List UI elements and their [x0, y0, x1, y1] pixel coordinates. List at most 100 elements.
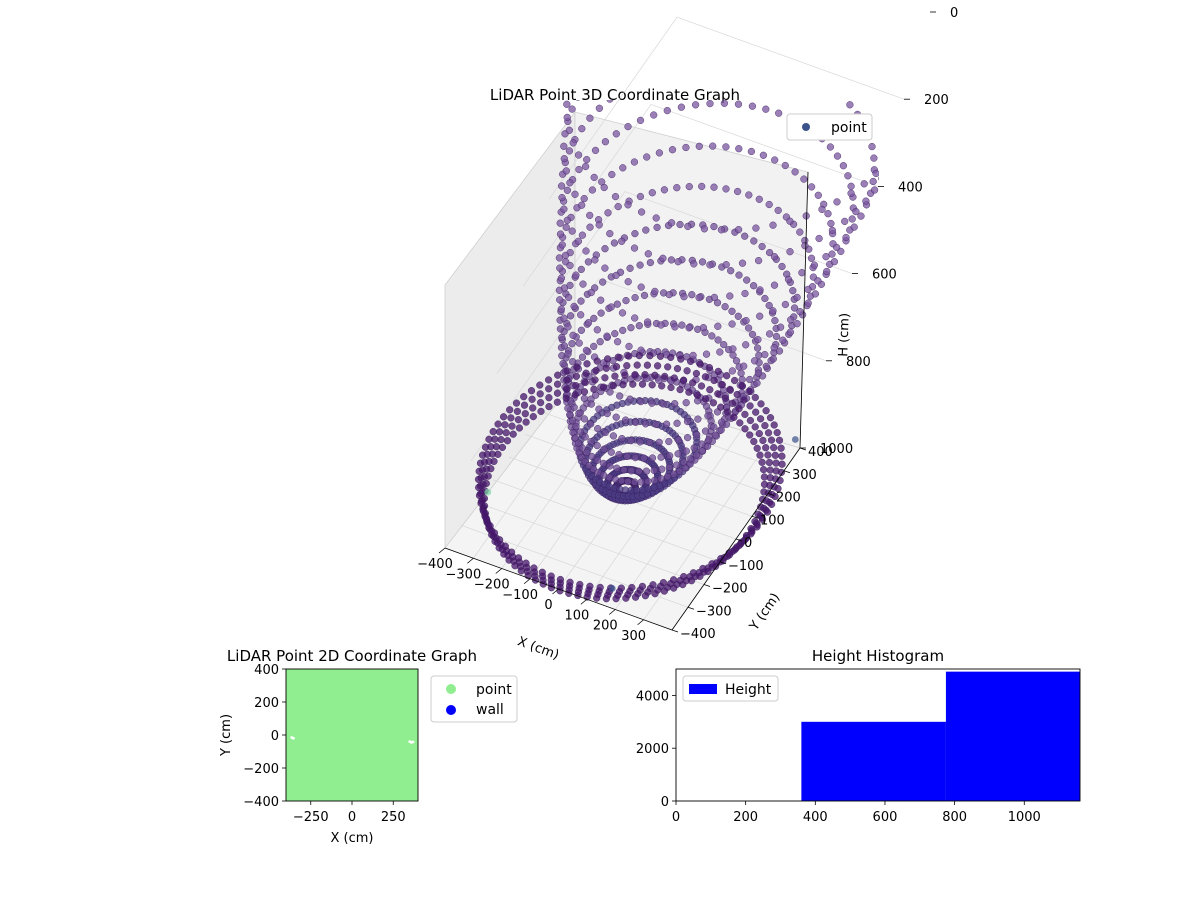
lidar-point	[777, 468, 786, 477]
lidar-point	[832, 243, 841, 252]
lidar-point	[878, 176, 879, 181]
lidar-point	[595, 221, 603, 229]
lidar-point	[847, 189, 855, 197]
lidar-point	[733, 187, 742, 196]
lidar-point	[622, 297, 630, 305]
lidar-point	[636, 116, 645, 125]
lidar-point	[744, 324, 753, 332]
lidar-point	[714, 322, 722, 330]
x-tick-mark	[438, 547, 446, 554]
z-tick-label: 1000	[820, 442, 853, 457]
x-tick-label: −200	[474, 578, 510, 593]
lidar-point	[756, 312, 764, 320]
lidar-point	[600, 183, 608, 192]
z-tick-label: 400	[898, 180, 923, 195]
lidar-point	[720, 341, 728, 349]
lidar-point	[665, 437, 673, 446]
lidar-point	[714, 390, 722, 398]
lidar-point	[746, 375, 754, 384]
lidar-point	[807, 254, 816, 262]
lidar-point	[636, 192, 645, 201]
lidar-point	[770, 281, 779, 289]
lidar-point	[655, 149, 664, 157]
lidar-point	[754, 257, 763, 265]
lidar-point	[798, 269, 806, 277]
lidar-point	[537, 407, 545, 416]
lidar-point	[566, 578, 574, 586]
lidar-point	[588, 186, 597, 194]
lidar-point	[617, 584, 625, 592]
lidar-point	[717, 403, 725, 411]
lidar-point	[637, 208, 646, 216]
lidar-point	[563, 216, 571, 224]
lidar-point	[679, 376, 688, 384]
lidar-point	[698, 440, 706, 448]
lidar-point	[596, 338, 604, 346]
lidar-point	[568, 340, 576, 348]
lidar-point	[673, 184, 681, 192]
lidar-point	[778, 262, 786, 271]
lidar-point	[810, 261, 819, 269]
lidar-point	[554, 371, 562, 379]
lidar-point	[563, 367, 571, 375]
lidar-point	[601, 374, 609, 382]
x-tick-label-hist: 0	[672, 810, 680, 825]
lidar-point	[867, 57, 874, 64]
lidar-point	[766, 414, 775, 422]
lidar-point	[747, 147, 756, 156]
lidar-point	[652, 420, 660, 429]
lidar-point	[684, 222, 692, 231]
lidar-point	[578, 201, 586, 209]
lidar-point	[770, 421, 778, 429]
lidar-point	[559, 360, 567, 368]
lidar-point	[742, 317, 750, 325]
lidar-point	[746, 416, 755, 425]
lidar-point	[726, 292, 734, 300]
lidar-point	[609, 382, 617, 390]
lidar-point	[643, 361, 652, 369]
lidar-point	[565, 126, 574, 134]
lidar-point	[762, 444, 770, 452]
lidar-point	[765, 200, 773, 209]
lidar-point	[893, 126, 900, 133]
lidar-point	[711, 431, 719, 439]
lidar-point	[648, 189, 656, 197]
lidar-point	[520, 393, 528, 401]
lidar-point	[587, 437, 595, 446]
lidar-point	[726, 385, 734, 394]
lidar-point	[772, 459, 780, 467]
lidar-point	[640, 454, 648, 462]
lidar-point	[624, 122, 632, 131]
lidar-point	[556, 264, 564, 272]
lidar-point	[572, 61, 579, 68]
lidar-point	[555, 254, 564, 262]
lidar-point	[606, 230, 614, 238]
lidar-point	[569, 331, 577, 339]
lidar-point	[698, 182, 706, 191]
lidar-point	[545, 394, 553, 402]
lidar-point	[580, 195, 588, 203]
x-tick-label-hist: 1000	[1008, 810, 1041, 825]
lidar-point	[603, 332, 611, 340]
lidar-point	[625, 342, 633, 351]
lidar-point	[793, 320, 801, 328]
lidar-point	[860, 180, 868, 188]
lidar-point	[587, 420, 595, 428]
lidar-point	[772, 332, 781, 341]
lidar-point	[668, 146, 677, 154]
lidar-point	[758, 515, 767, 524]
lidar-point	[915, 83, 922, 90]
lidar-point	[565, 147, 574, 155]
x-tick-label-2d: 250	[381, 810, 406, 825]
lidar-point	[697, 382, 706, 390]
lidar-point	[737, 369, 745, 377]
x-tick-mark	[637, 619, 644, 626]
lidar-point	[571, 190, 579, 198]
histogram-bars	[801, 671, 1080, 801]
lidar-point	[833, 198, 841, 206]
lidar-point	[677, 355, 685, 363]
lidar-point	[507, 414, 515, 422]
y-tick-mark	[751, 515, 759, 519]
chart-2d: LiDAR Point 2D Coordinate Graph −250 0 250…	[219, 647, 518, 846]
lidar-point	[581, 378, 589, 387]
